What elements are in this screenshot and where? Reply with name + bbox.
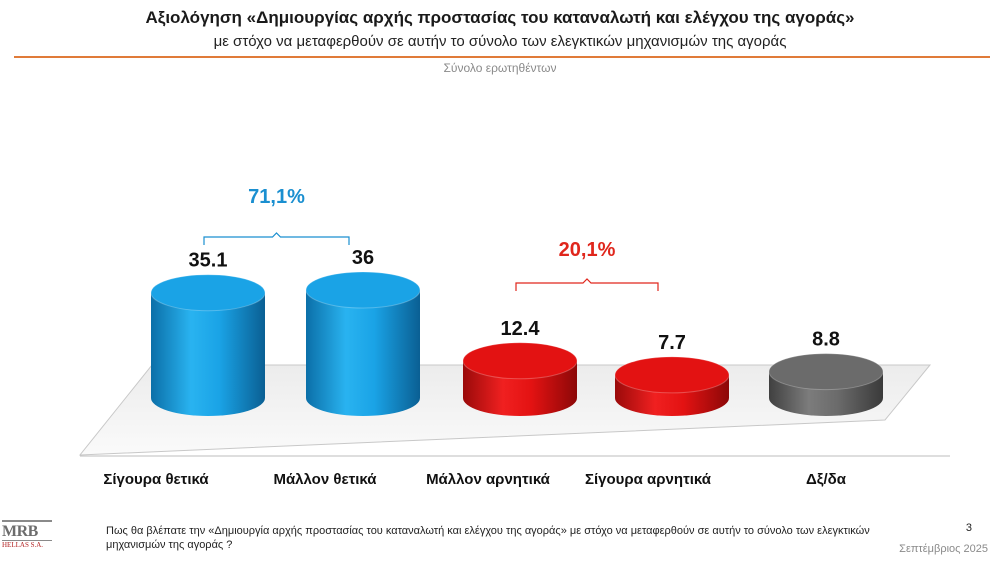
value-label-3: 7.7 [658,332,686,354]
bar-top-3 [614,356,730,394]
group-bracket-1 [515,278,659,291]
group-total-0: 71,1% [248,186,305,208]
bar-0 [151,292,265,416]
category-label-0: Σίγουρα θετικά [103,471,209,488]
category-label-4: Δξ/δα [806,471,847,488]
title-divider [14,56,990,58]
question-text: Πως θα βλέπατε την «Δημιουργία αρχής προ… [106,525,870,551]
bar-chart: 35.1 Σίγουρα θετικά 36 Μάλλον θετικά 12.4 Μάλ… [78,186,950,488]
value-label-0: 35.1 [189,250,228,272]
category-label-3: Σίγουρα αρνητικά [585,471,712,488]
category-label-1: Μάλλον θετικά [273,471,377,488]
mrb-logo: MRB HELLAS S.A. [2,520,52,560]
group-bracket-0 [203,232,350,245]
bar-top-1 [305,271,421,309]
category-label-2: Μάλλον αρνητικά [426,471,551,488]
value-label-4: 8.8 [812,329,840,351]
bar-top-4 [768,353,884,391]
page-number: 3 [965,522,972,534]
value-label-2: 12.4 [501,318,541,340]
group-total-1: 20,1% [559,239,616,261]
page-subtitle: με στόχο να μεταφερθούν σε αυτήν το σύνο… [213,33,787,50]
bar-top-0 [150,274,266,312]
base-label: Σύνολο ερωτηθέντων [443,61,557,75]
value-label-1: 36 [352,247,374,269]
survey-date: Σεπτέμβριος 2025 [899,543,988,555]
logo-subtitle: HELLAS S.A. [2,541,44,549]
bar-1 [306,290,420,416]
page-title: Αξιολόγηση «Δημιουργίας αρχής προστασίας… [145,8,855,27]
logo-name: MRB [2,520,52,541]
bar-top-2 [462,342,578,380]
